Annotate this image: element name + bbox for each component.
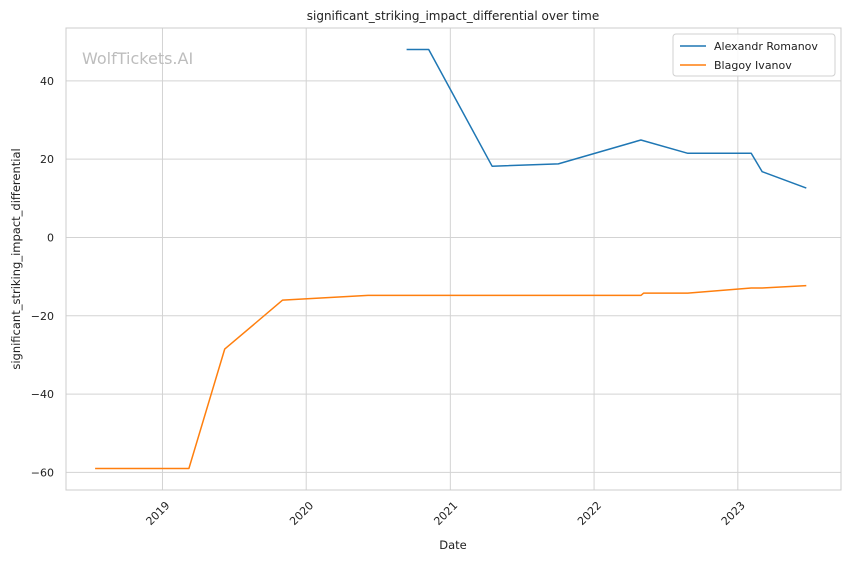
y-tick-label: −20 <box>31 310 54 323</box>
x-axis-label: Date <box>439 538 467 552</box>
grid-lines <box>66 28 841 490</box>
y-axis-ticks: −60 −40 −20 0 20 40 <box>31 75 54 480</box>
y-tick-label: −40 <box>31 388 54 401</box>
watermark: WolfTickets.AI <box>82 49 193 68</box>
legend-label: Blagoy Ivanov <box>714 59 792 72</box>
series-layer <box>95 48 807 470</box>
y-tick-label: 40 <box>40 75 54 88</box>
y-tick-label: 0 <box>47 231 54 244</box>
y-axis-label: significant_striking_impact_differential <box>9 148 23 369</box>
legend-box <box>672 33 836 77</box>
y-tick-label: −60 <box>31 466 54 479</box>
series-line-1 <box>406 48 807 189</box>
plot-frame <box>65 27 842 491</box>
legend-label: Alexandr Romanov <box>714 40 818 53</box>
y-tick-label: 20 <box>40 153 54 166</box>
legend: Alexandr Romanov Blagoy Ivanov <box>672 33 836 77</box>
chart-title: significant_striking_impact_differential… <box>307 9 599 23</box>
series-line-2 <box>95 284 807 470</box>
